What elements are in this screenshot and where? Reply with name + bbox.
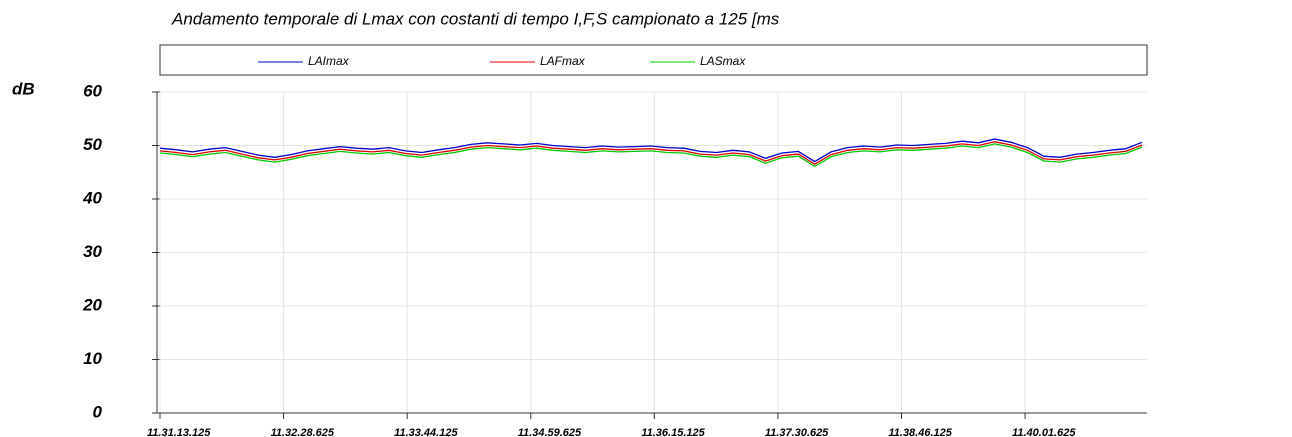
y-tick-label: 40 bbox=[82, 188, 102, 207]
legend-label: LASmax bbox=[700, 54, 746, 68]
x-tick-label: 11.32.28.625 bbox=[271, 427, 335, 437]
y-tick-label: 10 bbox=[83, 349, 102, 368]
series-line bbox=[159, 141, 1143, 165]
y-tick-label: 60 bbox=[83, 81, 102, 100]
y-tick-label: 30 bbox=[83, 242, 102, 261]
legend-box bbox=[159, 44, 1148, 76]
y-tick-label: 20 bbox=[82, 295, 102, 314]
x-tick-label: 11.38.46.125 bbox=[888, 427, 952, 437]
x-tick-label: 11.37.30.625 bbox=[765, 427, 829, 437]
y-axis-label: dB bbox=[12, 79, 35, 98]
x-tick-label: 11.36.15.125 bbox=[641, 427, 705, 437]
series-line bbox=[159, 138, 1143, 163]
x-tick-label: 11.33.44.125 bbox=[394, 427, 458, 437]
x-tick-label: 11.40.01.625 bbox=[1012, 427, 1076, 437]
x-tick-label: 11.31.13.125 bbox=[147, 427, 211, 437]
y-tick-label: 50 bbox=[83, 135, 102, 154]
x-tick-label: 11.34.59.625 bbox=[518, 427, 582, 437]
legend-label: LAFmax bbox=[540, 54, 586, 68]
series-line bbox=[159, 143, 1143, 168]
chart-title: Andamento temporale di Lmax con costanti… bbox=[171, 9, 780, 28]
legend-label: LAImax bbox=[308, 54, 350, 68]
y-tick-label: 0 bbox=[93, 402, 103, 421]
